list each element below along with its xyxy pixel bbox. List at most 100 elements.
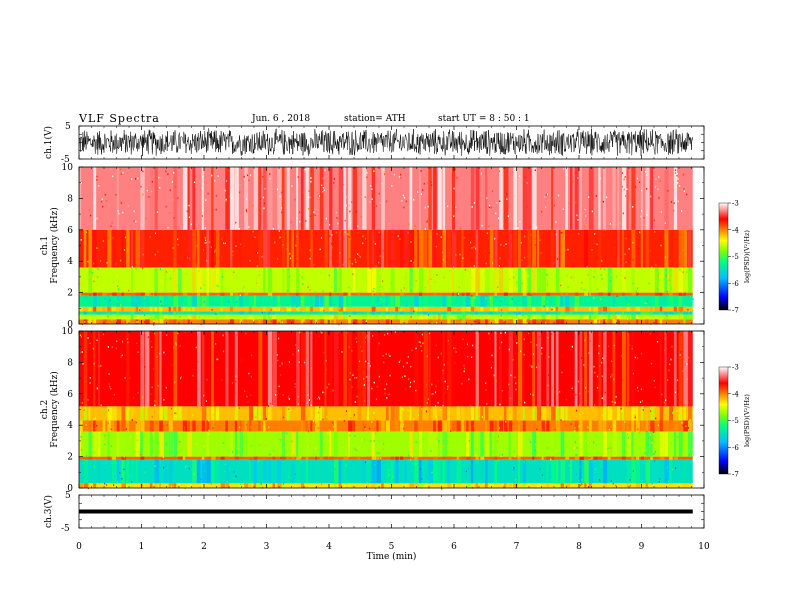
spectral-speckle (384, 173, 386, 175)
spectral-streak (640, 420, 645, 432)
spectral-speckle (348, 258, 350, 260)
spectral-speckle (108, 373, 110, 375)
spectral-speckle (223, 242, 225, 244)
spectral-speckle (621, 410, 623, 412)
spectral-speckle (400, 173, 402, 176)
spectral-speckle (327, 461, 329, 464)
spectral-speckle (303, 310, 305, 313)
spectral-streak (112, 229, 117, 268)
spectral-streak (489, 306, 493, 312)
spectral-speckle (598, 352, 600, 355)
spectral-streak (385, 311, 390, 315)
spectral-streak (664, 314, 669, 320)
spectral-speckle (370, 185, 372, 187)
spectral-speckle (245, 472, 247, 474)
spectral-streak (560, 406, 565, 421)
spectral-streak (565, 292, 569, 296)
spectral-streak (305, 319, 311, 324)
spectral-speckle (375, 464, 377, 466)
spectral-speckle (417, 191, 419, 193)
spectral-speckle (110, 168, 112, 171)
spectral-streak (551, 306, 555, 312)
spectral-speckle (594, 371, 596, 374)
spectral-speckle (475, 455, 477, 457)
spectral-streak (437, 314, 441, 320)
spectral-speckle (293, 277, 295, 280)
spectral-speckle (437, 380, 439, 382)
spectral-streak (395, 420, 399, 432)
spectral-streak (414, 483, 419, 488)
spectral-speckle (163, 398, 165, 401)
spectral-speckle (382, 354, 384, 357)
spectral-speckle (204, 237, 206, 239)
spectral-speckle (427, 412, 429, 415)
spectral-streak (362, 459, 365, 484)
spectral-speckle (654, 459, 656, 462)
spectral-streak (97, 431, 101, 457)
spectral-speckle (391, 475, 393, 478)
spectral-speckle (599, 298, 602, 301)
spectral-speckle (491, 262, 494, 265)
spectral-speckle (523, 461, 525, 463)
spectral-speckle (364, 238, 367, 240)
spectral-speckle (293, 305, 295, 307)
spectral-streak (376, 292, 380, 296)
spectral-streak (645, 420, 649, 432)
spectral-speckle (223, 306, 225, 308)
spectral-speckle (489, 204, 491, 207)
spectral-speckle (614, 401, 616, 404)
spectral-speckle (574, 369, 576, 371)
spectral-speckle (153, 320, 155, 322)
spectral-speckle (142, 396, 144, 399)
spectral-speckle (554, 461, 556, 464)
spectral-speckle (380, 298, 382, 301)
spectral-streak (584, 331, 587, 407)
spectral-streak (225, 311, 228, 315)
spectral-streak (395, 459, 399, 484)
spectral-band (79, 295, 693, 307)
spectral-speckle (245, 209, 247, 211)
spectral-speckle (85, 284, 87, 286)
spectral-speckle (214, 298, 216, 301)
spectral-speckle (420, 407, 423, 410)
spectral-speckle (297, 403, 299, 405)
spectral-streak (645, 456, 648, 460)
spectral-streak (508, 167, 513, 230)
spectral-streak (376, 267, 381, 293)
spectral-speckle (486, 197, 488, 199)
spectral-streak (145, 319, 150, 324)
spectral-speckle (551, 476, 553, 478)
spectral-streak (263, 167, 267, 230)
spectral-streak (522, 483, 526, 488)
spectral-streak (612, 319, 617, 324)
spectral-speckle (428, 332, 431, 334)
spectral-streak (546, 267, 549, 293)
spectral-speckle (644, 452, 646, 454)
spectral-speckle (172, 295, 175, 297)
spectral-speckle (519, 221, 521, 223)
spectral-speckle (624, 176, 626, 178)
spectral-speckle (310, 196, 312, 199)
spectral-speckle (541, 429, 543, 431)
spectral-speckle (80, 281, 82, 284)
spectral-speckle (588, 196, 590, 198)
spectral-speckle (110, 467, 112, 470)
spectral-speckle (460, 318, 462, 321)
spectral-streak (107, 431, 110, 457)
spectral-speckle (96, 247, 98, 249)
spectral-streak (475, 319, 481, 324)
spectral-speckle (654, 186, 656, 188)
spectral-speckle (96, 387, 98, 390)
spectral-speckle (96, 486, 98, 489)
spectral-speckle (299, 248, 301, 250)
spectral-speckle (113, 393, 115, 396)
spectral-streak (414, 420, 418, 432)
spectral-streak (187, 319, 190, 324)
spectral-speckle (201, 215, 203, 217)
spectral-streak (565, 456, 570, 460)
spectral-speckle (214, 180, 216, 182)
spectral-speckle (186, 256, 188, 259)
spectral-speckle (674, 393, 676, 395)
spectral-streak (470, 267, 475, 293)
spectral-speckle (230, 193, 232, 195)
